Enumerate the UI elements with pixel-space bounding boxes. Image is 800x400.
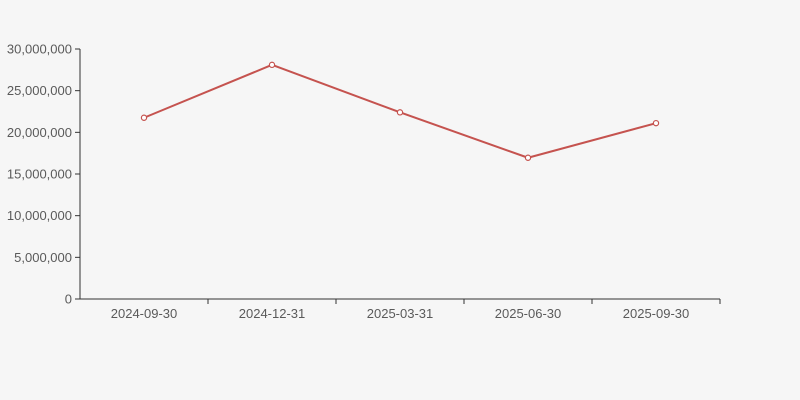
x-axis-tick-label: 2024-12-31 [239, 306, 306, 321]
y-axis-tick-label: 30,000,000 [7, 42, 72, 57]
y-axis-tick-label: 15,000,000 [7, 167, 72, 182]
y-axis-tick-label: 5,000,000 [14, 250, 72, 265]
x-axis-tick-label: 2024-09-30 [111, 306, 178, 321]
y-axis-tick-label: 10,000,000 [7, 208, 72, 223]
data-point-marker [268, 61, 276, 69]
x-axis-tick-label: 2025-06-30 [495, 306, 562, 321]
y-axis-tick-label: 20,000,000 [7, 125, 72, 140]
x-axis-tick-label: 2025-03-31 [367, 306, 434, 321]
data-point-marker [140, 114, 148, 121]
data-point-marker [396, 109, 404, 116]
data-point-marker [652, 119, 660, 127]
x-axis-tick-label: 2025-09-30 [623, 306, 690, 321]
y-axis-tick-label: 0 [65, 292, 72, 307]
y-axis-tick-label: 25,000,000 [7, 83, 72, 98]
data-point-marker [524, 154, 532, 161]
